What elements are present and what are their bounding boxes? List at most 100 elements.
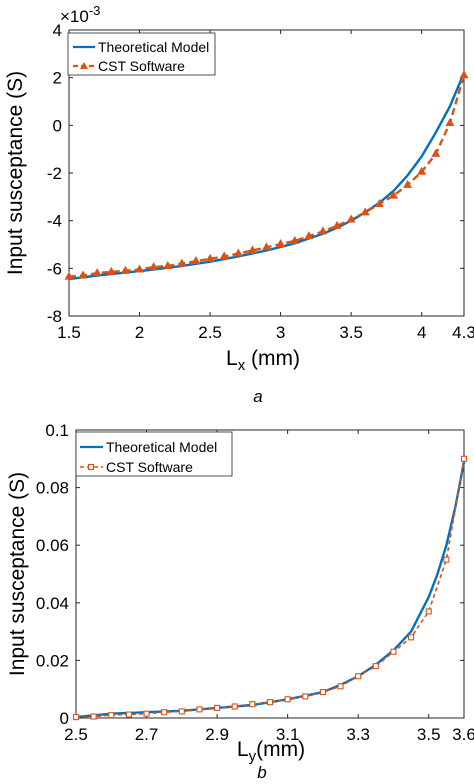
- chart-b-legend-marker-cst: [87, 463, 95, 471]
- chart-b-point-cst: [108, 712, 115, 719]
- chart-a-point-cst: [177, 258, 187, 267]
- chart-a-ytick-label: 0: [53, 116, 62, 135]
- chart-b-point-cst: [443, 556, 450, 563]
- chart-a-point-cst: [304, 231, 314, 240]
- chart-a-point-cst: [332, 220, 342, 229]
- chart-b-point-cst: [425, 608, 432, 615]
- chart-a-xtick-label: 1.5: [57, 323, 81, 342]
- chart-a-xtick-label: 3: [276, 323, 285, 342]
- chart-b-series-theory-line: [75, 461, 466, 719]
- chart-b-ytick-label: 0.04: [36, 594, 69, 613]
- chart-a-ylabel: Input susceptance (S): [4, 71, 27, 275]
- chart-a-point-cst: [149, 262, 159, 271]
- chart-b-ylabel: Input susceptance (S): [6, 472, 29, 676]
- chart-a-point-cst: [233, 248, 243, 257]
- chart-b-point-cst: [460, 455, 468, 462]
- chart-b-point-cst: [125, 711, 132, 718]
- chart-a: 1.5 2 2.5 3 3.5 4 4.3 -8 -6 -4 -2 0 2 4 ×10-3 Input s…: [4, 3, 474, 406]
- chart-b-caption: b: [257, 763, 266, 782]
- chart-a-point-cst: [92, 268, 102, 277]
- chart-a-legend-theory: Theoretical Model: [98, 39, 209, 55]
- chart-b-plot-area: [75, 429, 465, 719]
- chart-a-point-cst: [78, 270, 88, 279]
- chart-b-xtick-label: 2.9: [205, 725, 229, 744]
- chart-a-point-cst: [374, 198, 384, 207]
- chart-b-point-cst: [90, 713, 97, 720]
- chart-a-legend-marker-cst: [80, 62, 88, 69]
- chart-a-point-cst: [262, 242, 271, 251]
- chart-b-point-cst: [231, 703, 238, 710]
- chart-b-xlabel: Ly(mm): [237, 738, 305, 765]
- chart-a-point-cst: [219, 251, 229, 260]
- chart-b-point-cst: [302, 693, 309, 700]
- chart-a-point-cst: [163, 260, 173, 269]
- chart-a-point-cst: [191, 256, 201, 265]
- chart-b-point-cst: [390, 648, 397, 655]
- chart-a-point-cst: [290, 235, 300, 244]
- chart-a-point-cst: [120, 265, 130, 274]
- chart-b-point-cst: [337, 683, 344, 690]
- chart-b-ytick-label: 0.06: [36, 536, 69, 555]
- chart-b-xtick-label: 3.1: [276, 725, 300, 744]
- chart-b-point-cst: [408, 634, 415, 641]
- chart-b-ytick-label: 0.1: [45, 421, 69, 440]
- chart-a-xlabel: Lx (mm): [226, 347, 300, 374]
- chart-b-point-cst: [319, 689, 326, 696]
- chart-b-point-cst: [196, 706, 203, 713]
- chart-b-point-cst: [178, 708, 185, 715]
- chart-a-point-cst: [135, 264, 145, 273]
- chart-a-point-cst: [445, 117, 455, 126]
- chart-a-xtick-label: 4: [417, 323, 426, 342]
- chart-a-exponent: ×10-3: [60, 3, 100, 26]
- chart-a-point-cst: [431, 148, 441, 157]
- chart-b-point-cst: [214, 704, 221, 711]
- chart-a-legend-box: [67, 32, 216, 76]
- chart-a-xtick-label: 4.3: [452, 323, 474, 342]
- chart-b-point-cst: [249, 701, 256, 708]
- chart-b-point-cst: [72, 714, 80, 721]
- chart-b-xtick-label: 2.5: [64, 725, 88, 744]
- chart-a-point-cst: [276, 239, 286, 248]
- chart-a-point-cst: [459, 70, 469, 79]
- chart-b-point-cst: [266, 699, 274, 706]
- chart-a-ytick-label: 4: [53, 21, 62, 40]
- chart-b-point-cst: [161, 709, 168, 716]
- chart-b-xtick-label: 2.7: [135, 725, 159, 744]
- chart-a-point-cst: [403, 179, 413, 188]
- chart-a-legend-cst: CST Software: [98, 58, 185, 74]
- chart-b: 2.5 2.7 2.9 3.1 3.3 3.5 3.6 0 0.02 0.04 0.06 0.08 0.…: [6, 421, 474, 782]
- chart-a-caption: a: [253, 387, 262, 406]
- chart-a-ytick-label: -8: [47, 307, 62, 326]
- chart-b-point-cst: [355, 673, 362, 680]
- chart-b-ytick-label: 0.08: [36, 479, 69, 498]
- chart-a-point-cst: [388, 190, 398, 199]
- chart-a-point-cst: [106, 266, 116, 275]
- chart-a-point-cst: [247, 245, 257, 254]
- chart-a-point-cst: [64, 271, 74, 280]
- chart-a-point-cst: [360, 207, 370, 216]
- chart-a-ytick-label: -2: [47, 164, 62, 183]
- chart-a-point-cst: [205, 253, 215, 262]
- chart-b-legend-cst: CST Software: [106, 459, 193, 475]
- chart-a-ytick-label: -4: [47, 212, 62, 231]
- chart-b-ytick-label: 0.02: [36, 651, 69, 670]
- chart-b-point-cst: [284, 696, 291, 703]
- chart-a-xtick-label: 2.5: [198, 323, 222, 342]
- chart-a-xtick-label: 2: [135, 323, 144, 342]
- chart-b-series-cst-line: [75, 458, 465, 718]
- chart-b-legend-theory: Theoretical Model: [106, 439, 217, 455]
- chart-a-point-cst: [417, 166, 427, 175]
- chart-a-ytick-label: 2: [53, 69, 62, 88]
- chart-b-xtick-label: 3.6: [452, 725, 474, 744]
- chart-a-point-cst: [318, 226, 328, 235]
- chart-a-ytick-label: -6: [47, 259, 62, 278]
- chart-b-xtick-label: 3.3: [346, 725, 370, 744]
- chart-b-point-cst: [143, 710, 150, 717]
- chart-b-legend: Theoretical Model CST Software: [75, 431, 233, 477]
- chart-a-legend: Theoretical Model CST Software: [67, 32, 216, 76]
- chart-b-legend-box: [75, 431, 233, 477]
- chart-a-point-cst: [346, 214, 356, 223]
- chart-b-ytick-label: 0: [60, 709, 69, 728]
- chart-b-xtick-label: 3.5: [417, 725, 441, 744]
